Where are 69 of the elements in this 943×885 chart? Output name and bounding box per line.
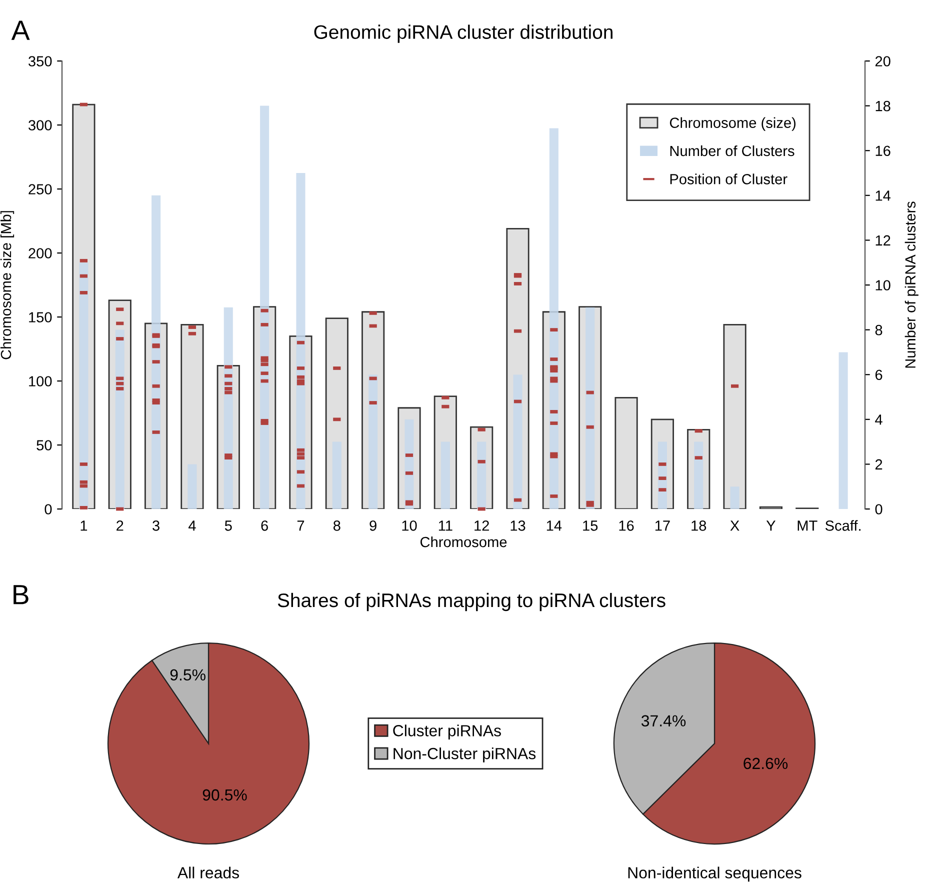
- x-tick-label: Y: [766, 520, 776, 531]
- bar: [440, 442, 450, 509]
- chart-title: Genomic piRNA cluster distribution: [314, 24, 612, 43]
- x-tick-label: 13: [510, 520, 526, 531]
- bar: [368, 374, 378, 509]
- x-tick-label: MT: [798, 520, 818, 531]
- text: A: [11, 20, 30, 40]
- legend-label: Cluster piRNAs: [393, 724, 501, 740]
- data-label: 62.6%: [744, 758, 788, 770]
- text: Non-identical sequences: [628, 866, 802, 882]
- y-tick-label: 350: [28, 56, 52, 66]
- x-tick-label: X: [730, 520, 740, 531]
- y-axis-title: Chromosome size [Mb]: [0, 211, 14, 360]
- x-tick-label: 7: [297, 520, 304, 531]
- y-tick-label: 300: [28, 120, 52, 130]
- x-tick-label: 14: [546, 520, 562, 531]
- bar: [614, 396, 638, 509]
- data-label: 37.4%: [641, 715, 686, 726]
- bar: [723, 324, 746, 509]
- x-tick-label: 15: [583, 520, 598, 531]
- y-tick-label: 150: [29, 312, 52, 322]
- legend-label: Position of Cluster: [670, 174, 788, 184]
- y2-tick-label: 2: [875, 459, 882, 470]
- x-tick-label: 8: [333, 520, 340, 531]
- bar: [838, 352, 848, 509]
- x-tick-label: 17: [655, 520, 670, 531]
- chart-title: Shares of piRNAs mapping to piRNA clusters: [278, 592, 666, 612]
- y2-tick-label: 14: [876, 190, 891, 201]
- y-tick-label: 250: [28, 184, 52, 194]
- y2-tick-label: 16: [876, 146, 890, 156]
- x-tick-label: 12: [474, 520, 489, 531]
- x-tick-label: 11: [438, 520, 452, 531]
- y2-tick-label: 18: [876, 100, 890, 112]
- text: B: [14, 585, 28, 604]
- bar: [513, 374, 522, 509]
- y2-tick-label: 0: [875, 504, 882, 514]
- x-tick-label: 5: [224, 520, 232, 531]
- y2-tick-label: 4: [875, 414, 882, 425]
- x-tick-label: 16: [619, 520, 634, 531]
- y2-tick-label: 20: [875, 56, 890, 66]
- data-label: 9.5%: [170, 669, 206, 681]
- legend-label: Chromosome (size): [670, 117, 796, 131]
- y-tick-label: 200: [28, 248, 52, 258]
- pie-slice: [107, 642, 310, 845]
- legend-label: Non-Cluster piRNAs: [394, 747, 536, 762]
- x-tick-label: 6: [261, 520, 268, 531]
- bar: [332, 442, 342, 509]
- x-tick-label: 3: [152, 520, 160, 531]
- y2-tick-label: 8: [875, 324, 882, 336]
- x-tick-label: 9: [370, 520, 376, 531]
- y-tick-label: 50: [36, 440, 52, 450]
- x-tick-label: 2: [116, 520, 124, 531]
- legend-label: Number of Clusters: [670, 145, 794, 156]
- x-tick-label: 18: [692, 520, 706, 531]
- text: All reads: [177, 866, 239, 878]
- y-tick-label: 0: [44, 504, 52, 514]
- y2-tick-label: 6: [875, 370, 882, 380]
- x-tick-label: 4: [188, 520, 196, 531]
- x-tick-label: Scaff.: [825, 520, 860, 531]
- y2-tick-label: 12: [876, 235, 890, 246]
- y2-axis-title: Number of piRNA clusters: [904, 202, 918, 368]
- x-axis-title: Chromosome: [420, 536, 507, 548]
- bar: [188, 464, 197, 509]
- x-tick-label: 1: [80, 520, 88, 531]
- x-tick-label: 10: [402, 520, 417, 531]
- data-label: 90.5%: [202, 789, 247, 801]
- bar: [730, 486, 740, 509]
- y-tick-label: 100: [29, 376, 52, 386]
- y2-tick-label: 10: [876, 280, 890, 290]
